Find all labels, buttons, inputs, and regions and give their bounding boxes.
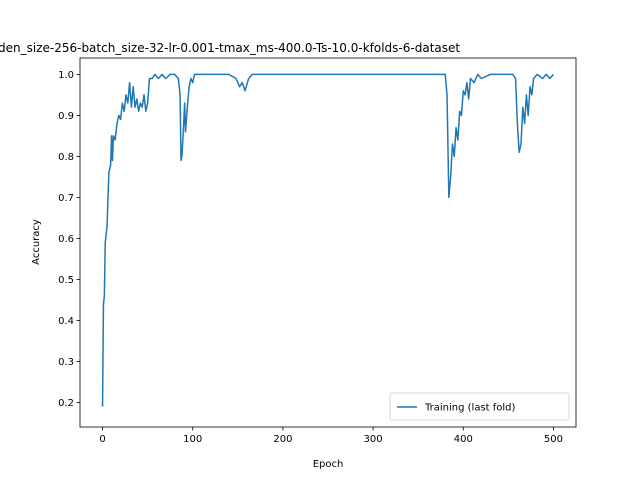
y-tick-label: 0.3 <box>58 357 74 368</box>
y-tick-label: 0.5 <box>58 275 74 286</box>
y-tick-label: 0.8 <box>58 152 74 163</box>
x-tick-label: 100 <box>183 434 202 445</box>
chart-title: den_size-256-batch_size-32-lr-0.001-tmax… <box>0 41 460 55</box>
legend-label: Training (last fold) <box>424 403 516 414</box>
axes-frame <box>79 57 577 428</box>
x-tick-label: 200 <box>273 434 292 445</box>
x-tick-label: 300 <box>364 434 383 445</box>
x-tick-label: 0 <box>99 434 105 445</box>
y-tick-label: 0.7 <box>58 193 74 204</box>
x-tick-label: 500 <box>544 434 563 445</box>
x-tick-label: 400 <box>454 434 473 445</box>
y-tick-label: 0.9 <box>58 111 74 122</box>
y-tick-label: 0.6 <box>58 234 74 245</box>
data-line <box>101 73 555 407</box>
y-tick-label: 1.0 <box>58 70 74 81</box>
x-axis-label: Epoch <box>313 459 344 470</box>
y-tick-label: 0.2 <box>58 398 74 409</box>
y-axis-label: Accuracy <box>31 219 42 265</box>
y-tick-label: 0.4 <box>58 316 74 327</box>
legend-box <box>389 392 570 421</box>
